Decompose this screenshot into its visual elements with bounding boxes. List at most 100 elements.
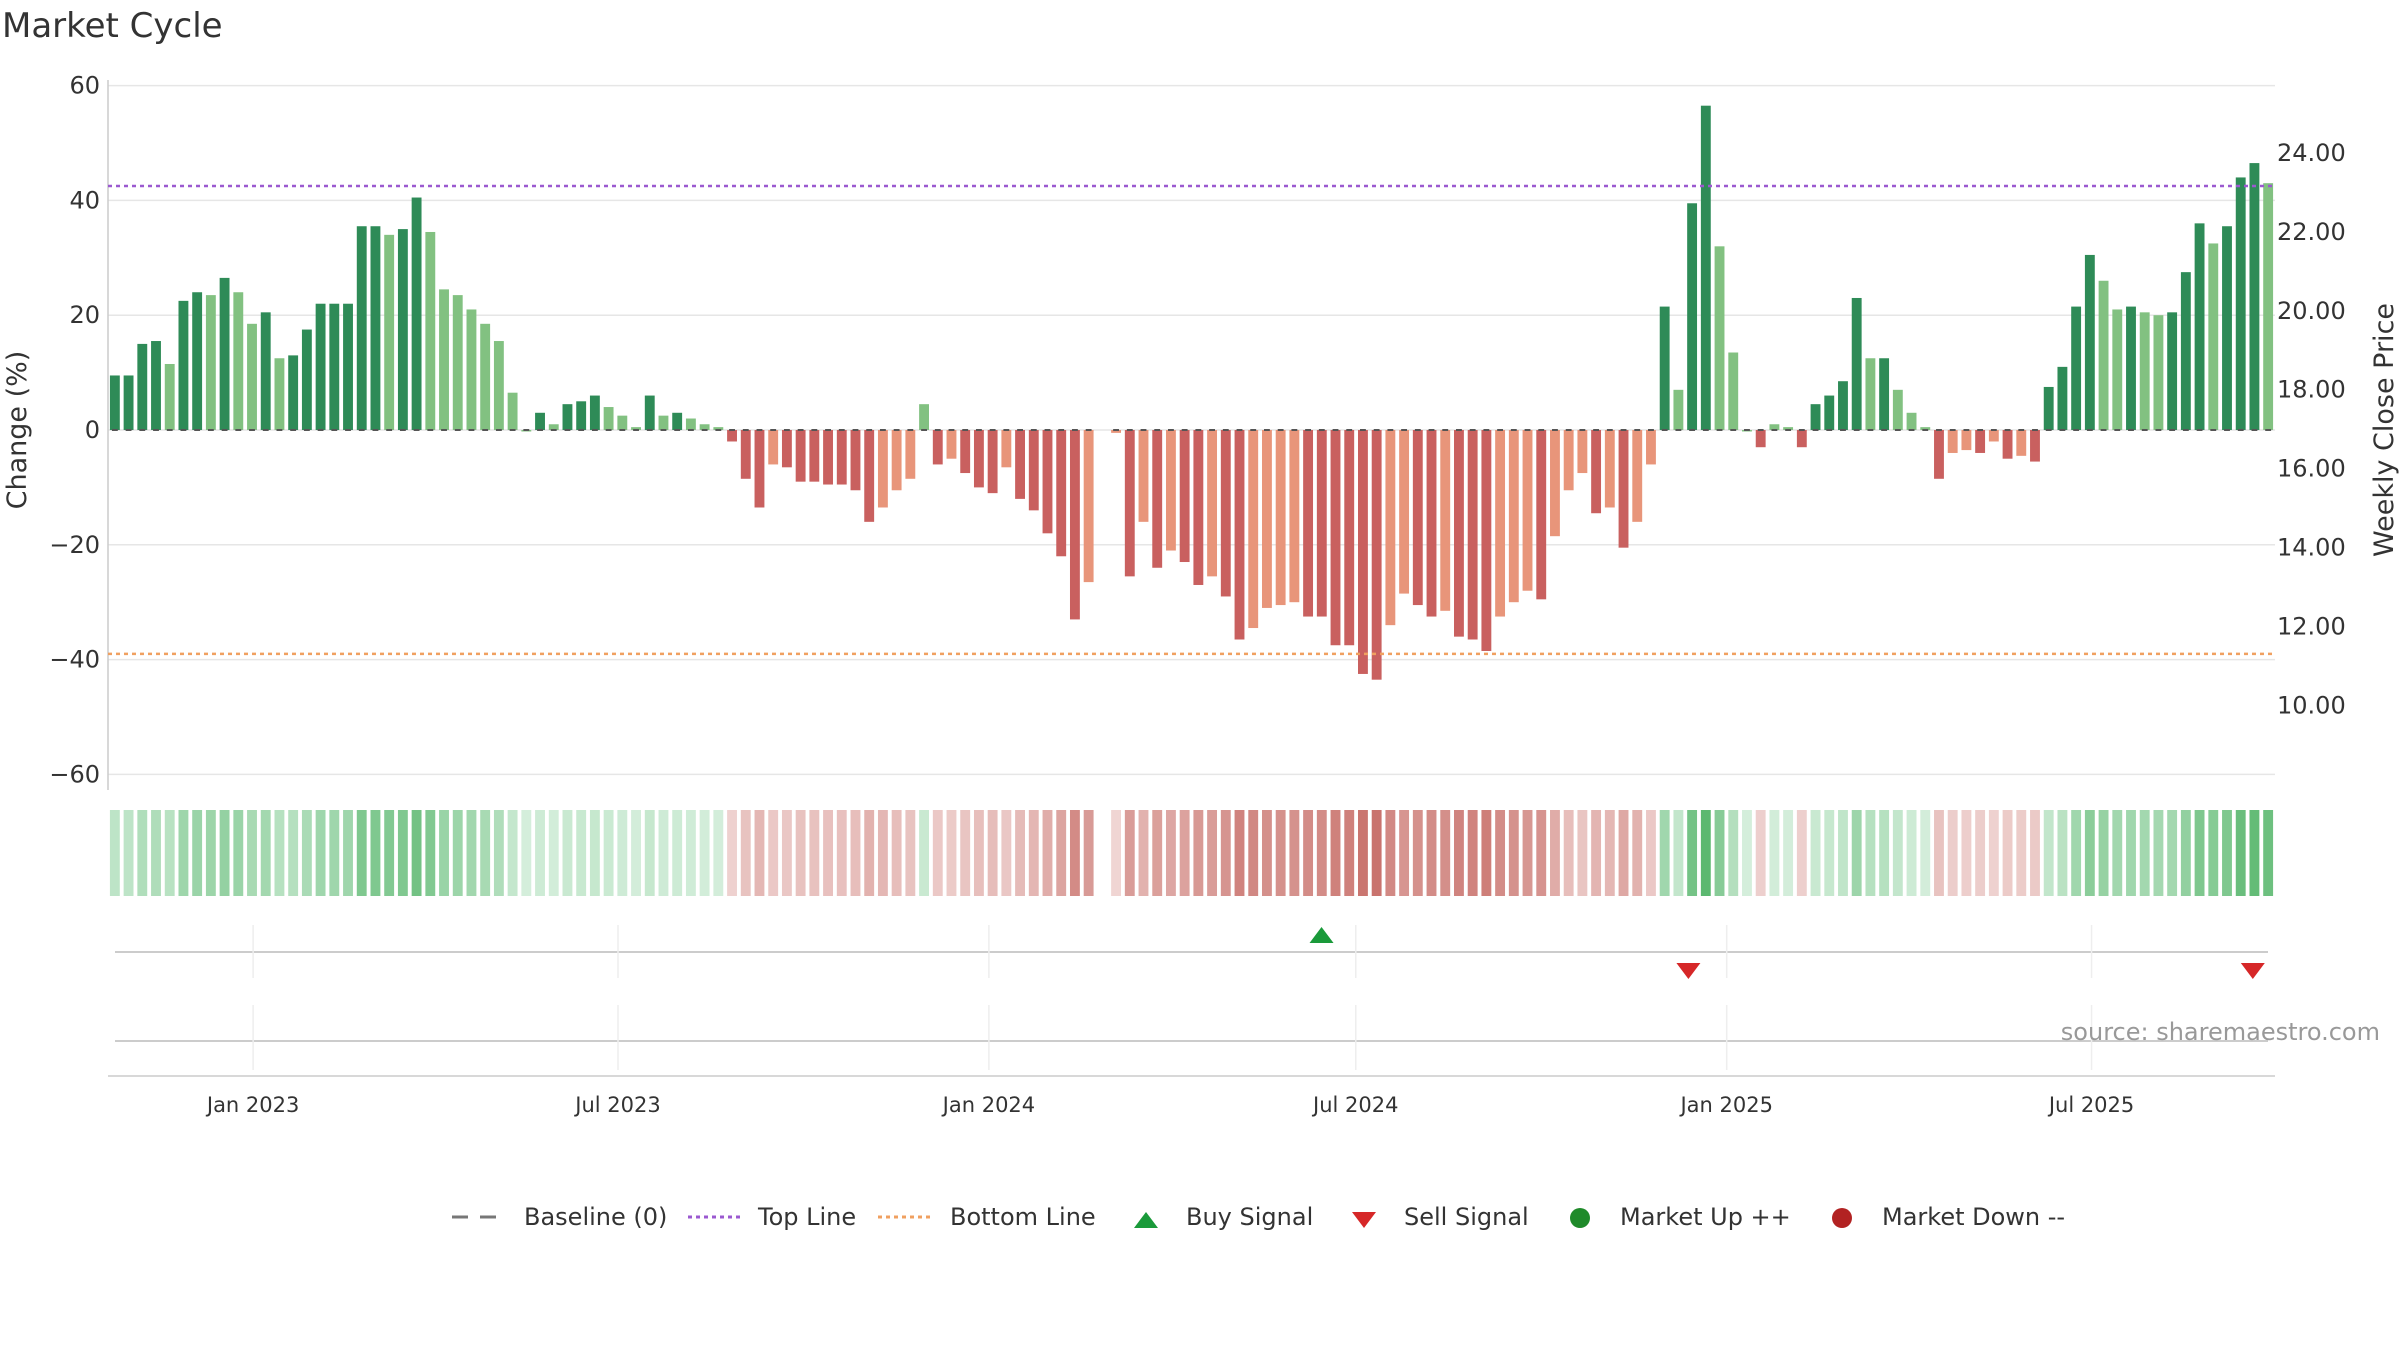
change-bar: [1179, 430, 1190, 563]
change-bar: [589, 395, 600, 430]
y-right-tick-label: 20.00: [2277, 297, 2346, 325]
heat-cell: [535, 810, 545, 896]
heat-cell: [1824, 810, 1835, 896]
change-bar: [260, 312, 271, 430]
change-bar: [1947, 430, 1958, 453]
heat-cell: [1056, 810, 1067, 896]
heat-cell: [507, 810, 518, 896]
change-bar: [1330, 430, 1341, 646]
legend-top-line-label: Top Line: [757, 1203, 856, 1231]
heat-cell: [1303, 810, 1314, 896]
heat-cell: [219, 810, 230, 896]
change-bar: [247, 323, 257, 430]
change-bar: [1632, 430, 1643, 522]
change-bar: [1536, 430, 1547, 600]
heat-cell: [644, 810, 655, 896]
change-bar: [1165, 430, 1176, 551]
change-bar: [1358, 430, 1368, 674]
y-right-tick-label: 12.00: [2277, 612, 2346, 640]
change-bar: [439, 289, 449, 430]
heat-cell: [713, 810, 724, 896]
change-bar: [2043, 386, 2054, 430]
heat-cell: [1001, 810, 1012, 896]
heat-cell: [1207, 810, 1218, 896]
change-bar: [795, 430, 806, 482]
heat-cell: [493, 810, 504, 896]
change-bar: [2180, 272, 2191, 430]
heat-cell: [247, 810, 257, 896]
heat-cell: [754, 810, 765, 896]
heat-cell: [740, 810, 751, 896]
change-bar: [301, 329, 312, 430]
change-bar: [1550, 430, 1560, 537]
change-bar: [1851, 297, 1862, 430]
heat-cell: [960, 810, 971, 896]
change-bar: [233, 292, 244, 430]
y-right-tick-label: 10.00: [2277, 691, 2346, 719]
y-tick-label: 40: [69, 186, 100, 214]
heat-cell: [1591, 810, 1602, 896]
change-bar: [2139, 312, 2150, 430]
change-bar: [1234, 430, 1245, 640]
change-bar: [973, 430, 984, 488]
heat-cell: [727, 810, 737, 896]
heat-cell: [2057, 810, 2068, 896]
change-bar: [740, 430, 751, 479]
heat-cell: [987, 810, 998, 896]
change-bar: [493, 341, 504, 430]
change-bar: [1083, 430, 1094, 583]
heat-cell: [1454, 810, 1464, 896]
x-tick-label: Jan 2024: [941, 1093, 1036, 1117]
change-bar: [727, 430, 737, 442]
change-bar: [466, 309, 477, 430]
heat-cell: [260, 810, 271, 896]
heat-cell: [946, 810, 957, 896]
heat-cell: [452, 810, 463, 896]
change-bar: [452, 295, 463, 430]
heat-cell: [2263, 810, 2274, 896]
change-bar: [946, 430, 957, 459]
change-bar: [2002, 430, 2013, 459]
heat-cell: [562, 810, 573, 896]
change-bar: [384, 234, 395, 430]
heat-cell: [1838, 810, 1848, 896]
heat-cell: [384, 810, 395, 896]
heat-cell: [521, 810, 532, 896]
heat-cell: [1316, 810, 1327, 896]
y-tick-label: 60: [69, 72, 100, 100]
heat-cell: [768, 810, 779, 896]
heat-cell: [2043, 810, 2054, 896]
change-bar: [2222, 226, 2232, 430]
heat-cell: [2222, 810, 2232, 896]
legend-baseline-label: Baseline (0): [524, 1203, 667, 1231]
change-bar: [1467, 430, 1478, 640]
heat-cell: [685, 810, 696, 896]
heat-cell: [1028, 810, 1039, 896]
change-bar: [960, 430, 971, 474]
y-tick-label: 20: [69, 301, 100, 329]
change-bar: [151, 341, 161, 430]
legend-market-down-swatch: [1832, 1208, 1852, 1228]
change-bar: [1824, 395, 1835, 430]
heat-cell: [1193, 810, 1204, 896]
change-bar: [699, 424, 710, 430]
x-tick-label: Jan 2025: [1678, 1093, 1773, 1117]
change-bar: [137, 343, 148, 430]
heat-cell: [1248, 810, 1259, 896]
change-bar: [987, 430, 998, 494]
change-bar: [1289, 430, 1300, 603]
heat-cell: [301, 810, 312, 896]
change-bar: [781, 430, 792, 468]
change-bar: [315, 303, 326, 430]
change-bar: [1454, 430, 1464, 637]
heat-cell: [1659, 810, 1670, 896]
heat-cell: [1810, 810, 1821, 896]
heat-cell: [370, 810, 381, 896]
change-bar: [1481, 430, 1492, 651]
change-bar: [877, 430, 888, 508]
change-bar: [1892, 389, 1903, 430]
x-tick-label: Jan 2023: [205, 1093, 300, 1117]
heat-cell: [1385, 810, 1396, 896]
legend-sell-label: Sell Signal: [1404, 1203, 1529, 1231]
y-tick-label: −20: [49, 531, 100, 559]
